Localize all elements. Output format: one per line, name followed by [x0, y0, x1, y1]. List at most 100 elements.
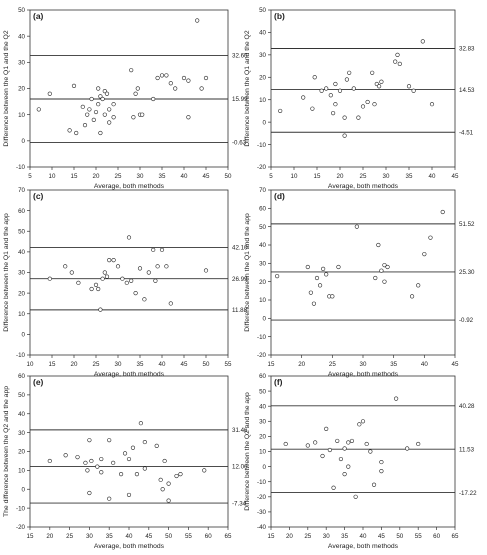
data-point	[63, 264, 68, 269]
x-tick-label: 25	[66, 533, 73, 540]
data-point	[99, 470, 104, 475]
x-tick-label: 20	[46, 533, 53, 540]
y-axis-label: Difference between the Q1 and the Q2	[244, 30, 251, 146]
x-tick-label: 10	[291, 173, 298, 180]
data-point	[159, 247, 165, 252]
data-point	[47, 276, 52, 281]
x-tick-label: 20	[71, 361, 78, 368]
data-point	[429, 102, 435, 107]
y-tick-label: 0	[22, 138, 26, 145]
data-point	[394, 396, 399, 401]
chart-panel-6: 15 20 25 30 35 40 45 50 55 60 65 -40 -30 -20 -10 0 10 20 3…	[244, 373, 477, 550]
data-point	[126, 235, 132, 240]
x-tick-label: 35	[390, 361, 397, 368]
data-point	[104, 274, 110, 279]
data-point	[357, 422, 362, 427]
x-tick-label: 35	[137, 361, 144, 368]
x-tick-label: 25	[115, 173, 122, 180]
data-point	[333, 81, 338, 87]
data-point	[130, 445, 136, 450]
data-point	[126, 456, 132, 462]
panel-label: (f)	[274, 377, 283, 387]
panel-label: (b)	[274, 11, 285, 21]
y-tick-label: -10	[16, 505, 26, 512]
data-point	[142, 439, 147, 445]
data-point	[342, 446, 347, 451]
y-tick-label: 50	[18, 7, 25, 14]
data-point	[111, 258, 116, 263]
data-point	[305, 264, 310, 270]
y-tick-label: 70	[18, 187, 25, 194]
data-point	[382, 263, 387, 268]
data-point	[87, 107, 92, 112]
data-point	[364, 441, 369, 447]
reference-line-label: 31.46	[232, 427, 248, 434]
y-tick-label: -20	[257, 164, 267, 171]
data-point	[111, 102, 116, 107]
x-tick-label: 15	[314, 173, 321, 180]
data-point	[393, 59, 398, 64]
data-point	[102, 89, 107, 94]
data-point	[199, 86, 204, 91]
data-point	[195, 18, 200, 23]
chart-panel-4: 15 20 25 30 35 40 45 -20 -10 0 10 20 30 40 50 60 70 51.52…	[244, 187, 475, 378]
data-point	[312, 75, 317, 80]
data-point	[416, 441, 421, 447]
data-point	[311, 301, 317, 306]
reference-line-label: 26.99	[232, 276, 248, 283]
data-point	[104, 91, 110, 96]
data-point	[124, 280, 129, 285]
data-point	[102, 112, 107, 117]
chart-panel-2: 5 10 15 20 25 30 35 40 45 -20 -10 0 10 20 30 40 50 32.83 1…	[244, 7, 475, 190]
data-point	[166, 481, 171, 486]
data-point	[354, 224, 359, 229]
y-tick-label: 10	[18, 468, 25, 475]
data-point	[115, 264, 121, 269]
data-point	[83, 460, 88, 465]
data-point	[164, 73, 169, 78]
data-point	[71, 83, 77, 88]
data-point	[69, 270, 74, 275]
reference-line-label: 25.30	[459, 269, 475, 276]
x-tick-label: 60	[205, 533, 212, 540]
y-axis-label: Difference between the Q1 and the Q2	[3, 30, 10, 146]
y-tick-label: 30	[18, 430, 25, 437]
data-point	[135, 86, 140, 91]
data-point	[91, 117, 96, 122]
data-point	[102, 270, 107, 275]
panel-label: (c)	[33, 191, 44, 201]
data-point	[351, 86, 356, 91]
data-point	[80, 104, 85, 109]
data-point	[154, 443, 159, 448]
data-point	[347, 70, 352, 75]
data-point	[440, 209, 445, 215]
reference-line-label: 12.06	[232, 464, 248, 471]
y-tick-label: 10	[18, 311, 25, 318]
data-point	[333, 102, 338, 107]
data-point	[327, 447, 332, 453]
data-point	[98, 130, 103, 136]
data-point	[74, 130, 79, 136]
x-tick-label: 30	[383, 173, 390, 180]
data-point	[87, 490, 92, 496]
data-point	[93, 282, 99, 287]
data-point	[85, 112, 90, 117]
x-axis-label: Average, both methods	[328, 183, 399, 190]
data-point	[371, 482, 377, 487]
data-point	[335, 438, 340, 444]
data-point	[168, 301, 173, 306]
y-tick-label: 50	[259, 388, 266, 395]
y-axis-label: Difference between the Q1 and the app	[244, 213, 251, 332]
data-point	[331, 485, 336, 490]
x-tick-label: 65	[225, 533, 232, 540]
reference-line-label: 15.99	[232, 96, 248, 103]
x-tick-label: 10	[27, 361, 34, 368]
y-tick-label: 60	[259, 206, 266, 213]
y-tick-label: 50	[259, 224, 266, 231]
y-tick-label: 20	[259, 279, 266, 286]
y-tick-label: -30	[257, 509, 267, 516]
x-tick-label: 35	[106, 533, 113, 540]
x-tick-label: 40	[360, 533, 367, 540]
x-tick-label: 45	[145, 533, 152, 540]
